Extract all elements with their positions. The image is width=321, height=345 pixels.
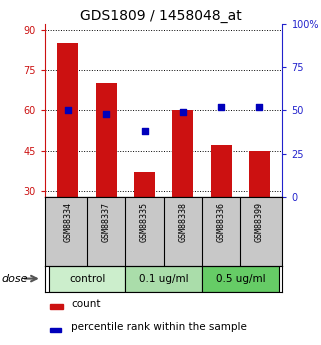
Text: GDS1809 / 1458048_at: GDS1809 / 1458048_at (80, 9, 241, 23)
Point (180, 109, 186, 115)
Text: GSM88337: GSM88337 (102, 202, 111, 242)
Text: GSM88399: GSM88399 (255, 202, 264, 242)
Point (104, 111, 109, 117)
Text: 0.1 ug/ml: 0.1 ug/ml (139, 274, 188, 284)
Point (219, 104, 224, 110)
Bar (202, 266, 279, 292)
Text: GSM88335: GSM88335 (140, 202, 149, 242)
Bar (172, 110, 194, 197)
Bar (50, 328, 61, 332)
Bar (211, 146, 232, 197)
Bar (249, 151, 270, 197)
Bar (96, 83, 117, 197)
Text: GSM88334: GSM88334 (64, 202, 73, 242)
Bar (134, 172, 155, 197)
Bar (50, 304, 63, 308)
Text: percentile rank within the sample: percentile rank within the sample (71, 322, 247, 332)
Text: 0.5 ug/ml: 0.5 ug/ml (215, 274, 265, 284)
Text: control: control (69, 274, 105, 284)
Text: GSM88338: GSM88338 (178, 202, 187, 242)
Point (257, 104, 262, 110)
Bar (49, 266, 126, 292)
Point (142, 128, 147, 134)
Bar (57, 43, 78, 197)
Text: dose: dose (2, 274, 28, 284)
Point (65, 108, 71, 113)
Bar (126, 266, 202, 292)
Text: count: count (71, 299, 100, 309)
Text: GSM88336: GSM88336 (217, 202, 226, 242)
